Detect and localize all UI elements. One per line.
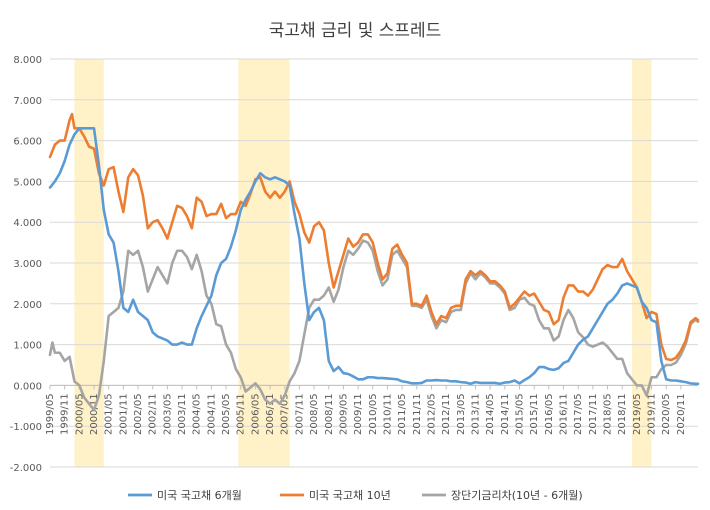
x-tick-label: 2009/05 [338,393,349,435]
x-tick-label: 2008/05 [309,393,320,435]
legend-label-3: 장단기금리차(10년 - 6개월) [451,489,583,502]
y-tick-label: 0.000 [13,381,42,392]
x-tick-label: 2010/11 [382,393,393,435]
x-tick-label: 2015/05 [514,393,525,435]
x-tick-label: 2007/11 [294,393,305,435]
x-tick-label: 2014/11 [500,393,511,435]
y-tick-label: 8.000 [13,55,42,66]
x-tick-label: 2009/11 [353,393,364,435]
x-tick-label: 2019/05 [632,393,643,435]
y-tick-label: 3.000 [13,259,42,270]
x-tick-label: 2020/05 [661,393,672,435]
x-tick-label: 2002/05 [133,393,144,435]
series-line-3 [48,239,700,412]
y-tick-label: 2.000 [13,300,42,311]
x-tick-label: 2003/11 [177,393,188,435]
series-line-2 [48,112,700,362]
x-tick-label: 2014/05 [485,393,496,435]
legend-label-2: 미국 국고채 10년 [309,489,391,502]
x-tick-label: 2005/05 [221,393,232,435]
y-tick-label: 1.000 [13,341,42,352]
x-tick-label: 2020/11 [676,393,687,435]
x-tick-label: 2005/11 [236,393,247,435]
x-tick-label: 2013/11 [470,393,481,435]
x-tick-label: 2007/05 [280,393,291,435]
y-tick-label: 5.000 [13,177,42,188]
x-tick-label: 2018/05 [603,393,614,435]
x-tick-label: 2011/05 [397,393,408,435]
y-tick-label: 7.000 [13,96,42,107]
x-tick-label: 2002/11 [148,393,159,435]
x-tick-label: 2017/11 [588,393,599,435]
legend-label-1: 미국 국고채 6개월 [157,489,242,502]
x-tick-label: 2016/05 [544,393,555,435]
x-tick-label: 2000/11 [89,393,100,435]
x-tick-label: 2013/05 [456,393,467,435]
x-tick-label: 2001/05 [104,393,115,435]
x-tick-label: 2012/11 [441,393,452,435]
x-tick-label: 2006/05 [250,393,261,435]
x-tick-label: 2012/05 [426,393,437,435]
x-tick-label: 2010/05 [368,393,379,435]
y-tick-label: 4.000 [13,218,42,229]
x-tick-label: 1999/11 [60,393,71,435]
x-tick-label: 2017/05 [573,393,584,435]
series-line-1 [48,127,700,386]
series-lines [48,112,700,412]
x-tick-label: 2018/11 [617,393,628,435]
x-tick-label: 2016/11 [559,393,570,435]
y-tick-label: -2.000 [10,463,42,474]
x-tick-label: 2015/11 [529,393,540,435]
x-tick-label: 2019/11 [647,393,658,435]
x-tick-label: 2004/05 [192,393,203,435]
x-tick-label: 2006/11 [265,393,276,435]
legend: 미국 국고채 6개월 미국 국고채 10년 장단기금리차(10년 - 6개월) [128,489,583,502]
x-tick-label: 2000/05 [74,393,85,435]
y-tick-label: 6.000 [13,137,42,148]
x-tick-label: 2011/11 [412,393,423,435]
x-tick-label: 2008/11 [324,393,335,435]
x-axis: 1999/05 1999/11 2000/05 2000/11 2001/05 2001/… [45,384,698,435]
x-tick-label: 1999/05 [45,393,56,435]
x-tick-label: 2001/11 [118,393,129,435]
chart-title: 국고채 금리 및 스프레드 [269,21,442,41]
x-tick-label: 2004/11 [206,393,217,435]
y-tick-label: -1.000 [10,422,42,433]
y-axis: -2.000 -1.000 0.000 1.000 2.000 3.000 4.000 5.0… [10,55,42,474]
x-tick-label: 2003/05 [162,393,173,435]
